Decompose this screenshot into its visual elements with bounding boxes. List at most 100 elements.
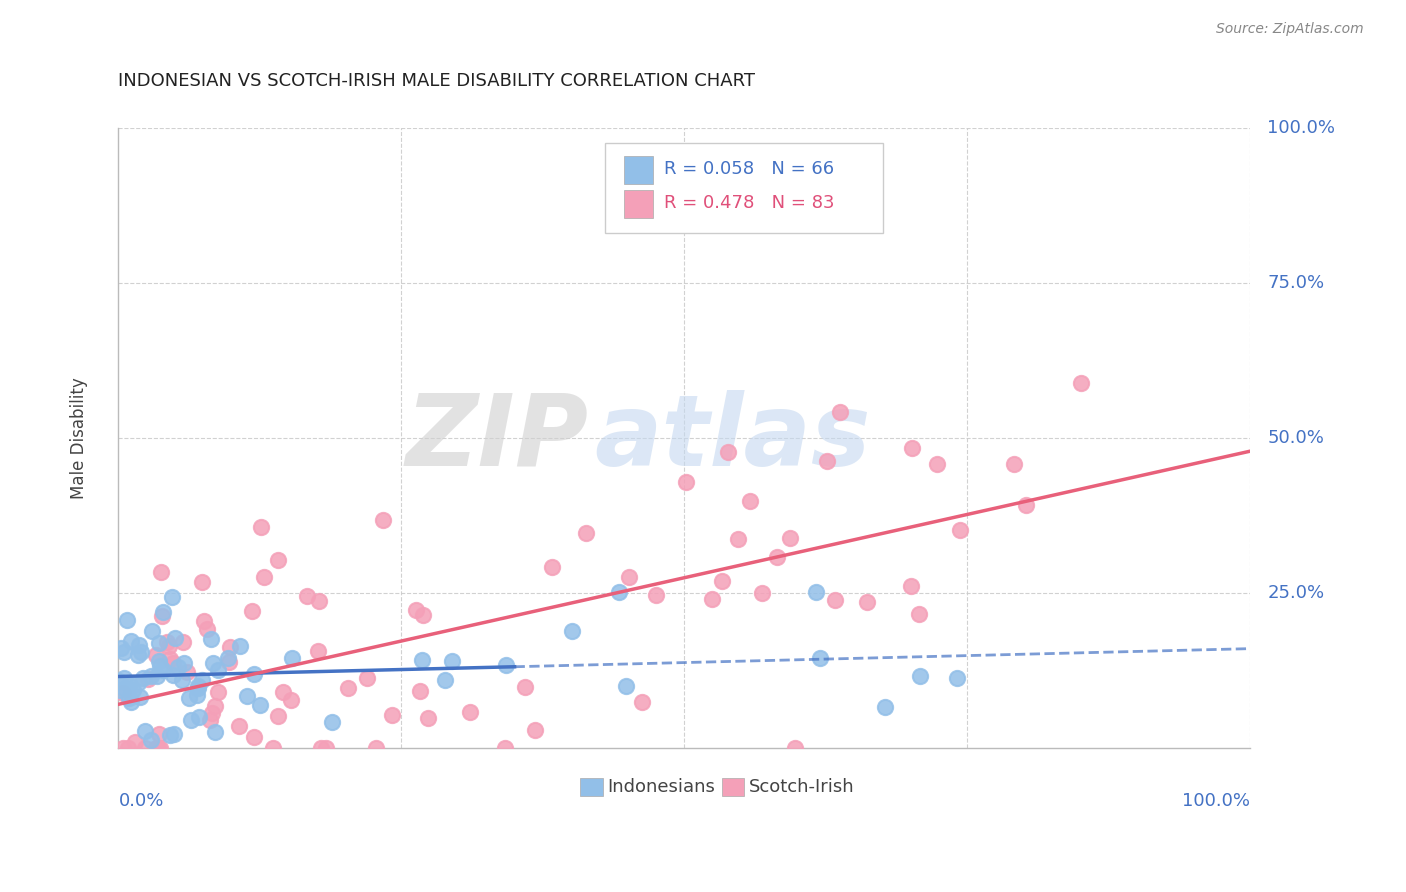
- Point: [900, 579, 922, 593]
- Point: [495, 658, 517, 673]
- Point: [235, 689, 257, 703]
- Point: [172, 635, 194, 649]
- Point: [740, 494, 762, 508]
- Point: [356, 671, 378, 685]
- Text: 75.0%: 75.0%: [1267, 274, 1324, 292]
- Point: [146, 669, 169, 683]
- Point: [145, 741, 167, 756]
- Point: [1070, 376, 1092, 390]
- Point: [186, 688, 208, 702]
- Point: [118, 678, 141, 692]
- Point: [717, 444, 740, 458]
- Text: Scotch-Irish: Scotch-Irish: [749, 778, 855, 796]
- Point: [617, 570, 640, 584]
- Point: [315, 741, 337, 756]
- Point: [112, 741, 135, 756]
- Point: [134, 724, 156, 739]
- Point: [200, 713, 222, 727]
- Text: 100.0%: 100.0%: [1182, 792, 1250, 810]
- Point: [309, 741, 332, 756]
- Point: [149, 565, 172, 579]
- Point: [121, 683, 143, 698]
- Point: [337, 681, 360, 696]
- Point: [219, 640, 242, 654]
- Point: [308, 594, 330, 608]
- Text: 100.0%: 100.0%: [1267, 119, 1336, 136]
- Point: [228, 719, 250, 733]
- Point: [117, 691, 139, 706]
- Point: [152, 663, 174, 677]
- Bar: [721, 778, 744, 797]
- Point: [152, 605, 174, 619]
- Point: [828, 405, 851, 419]
- Point: [267, 553, 290, 567]
- Text: Source: ZipAtlas.com: Source: ZipAtlas.com: [1216, 22, 1364, 37]
- Point: [193, 614, 215, 628]
- Point: [804, 584, 827, 599]
- Point: [191, 673, 214, 688]
- Point: [156, 634, 179, 648]
- Point: [124, 735, 146, 749]
- Point: [281, 650, 304, 665]
- Point: [280, 692, 302, 706]
- Point: [321, 714, 343, 729]
- Point: [824, 592, 846, 607]
- Point: [873, 699, 896, 714]
- Point: [207, 685, 229, 699]
- Point: [149, 659, 172, 673]
- Text: atlas: atlas: [593, 390, 870, 487]
- Text: INDONESIAN VS SCOTCH-IRISH MALE DISABILITY CORRELATION CHART: INDONESIAN VS SCOTCH-IRISH MALE DISABILI…: [118, 72, 755, 90]
- Point: [523, 723, 546, 738]
- Point: [440, 654, 463, 668]
- Point: [630, 695, 652, 709]
- Text: 50.0%: 50.0%: [1267, 429, 1324, 447]
- Point: [217, 651, 239, 665]
- Point: [307, 644, 329, 658]
- Point: [609, 585, 631, 599]
- Point: [170, 673, 193, 688]
- Bar: [581, 778, 603, 797]
- Point: [141, 624, 163, 638]
- Text: ZIP: ZIP: [405, 390, 588, 487]
- Point: [405, 603, 427, 617]
- Point: [561, 624, 583, 638]
- Point: [243, 667, 266, 681]
- Point: [129, 645, 152, 659]
- Point: [373, 513, 395, 527]
- Point: [136, 672, 159, 686]
- Point: [112, 645, 135, 659]
- Point: [145, 648, 167, 662]
- Point: [150, 608, 173, 623]
- Point: [201, 706, 224, 720]
- Point: [494, 741, 516, 756]
- Point: [751, 586, 773, 600]
- Point: [132, 671, 155, 685]
- Point: [575, 525, 598, 540]
- Point: [416, 711, 439, 725]
- Point: [187, 679, 209, 693]
- Point: [785, 741, 807, 756]
- Point: [112, 671, 135, 685]
- Point: [240, 604, 263, 618]
- Point: [165, 632, 187, 646]
- Point: [139, 732, 162, 747]
- Point: [262, 741, 284, 756]
- Text: R = 0.058   N = 66: R = 0.058 N = 66: [664, 161, 834, 178]
- Point: [107, 673, 129, 688]
- Point: [411, 653, 433, 667]
- Point: [149, 741, 172, 756]
- Point: [148, 727, 170, 741]
- Point: [908, 607, 931, 621]
- Point: [159, 652, 181, 666]
- Point: [179, 690, 201, 705]
- Point: [176, 665, 198, 679]
- Point: [250, 520, 273, 534]
- Point: [433, 673, 456, 687]
- Point: [188, 710, 211, 724]
- Point: [114, 681, 136, 696]
- Point: [173, 657, 195, 671]
- Point: [297, 589, 319, 603]
- Point: [120, 634, 142, 648]
- Point: [129, 690, 152, 705]
- Point: [541, 560, 564, 574]
